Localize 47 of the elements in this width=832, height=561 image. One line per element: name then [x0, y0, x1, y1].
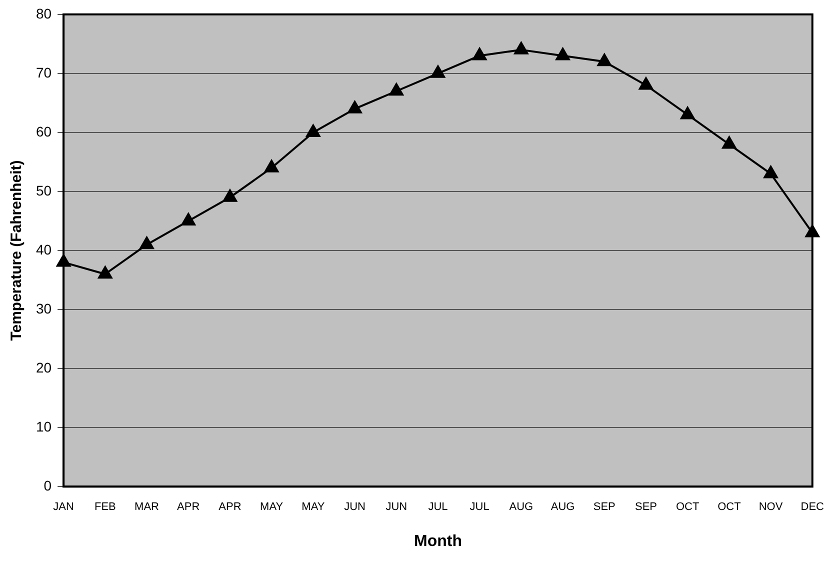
x-tick-label: AUG [550, 501, 575, 514]
x-tick-label: OCT [718, 501, 742, 514]
x-tick-label: AUG [509, 501, 534, 514]
y-tick-label: 60 [36, 123, 52, 140]
x-tick-label: NOV [758, 501, 784, 514]
y-axis-title: Temperature (Fahrenheit) [8, 160, 26, 341]
y-tick-label: 70 [36, 64, 52, 80]
point [764, 166, 778, 178]
x-tick-label: JUN [344, 501, 366, 514]
x-tick-label: APR [177, 501, 200, 514]
point [514, 42, 528, 54]
point [306, 124, 320, 137]
x-tick-label: SEP [634, 501, 657, 514]
x-tick-label: JUN [386, 501, 408, 514]
point [98, 266, 112, 279]
point [181, 212, 196, 226]
y-tick-label: 40 [36, 241, 52, 258]
x-tick-label: MAR [134, 501, 160, 514]
y-tick-label: 30 [36, 300, 52, 316]
point [638, 77, 654, 90]
point [348, 100, 362, 114]
x-tick-label: DEC [800, 501, 824, 514]
x-tick-label: JUL [428, 501, 448, 514]
y-tick-label: 0 [44, 477, 52, 494]
y-tick-label: 50 [36, 182, 52, 198]
point [680, 106, 695, 120]
x-tick-label: JUL [470, 501, 490, 514]
y-tick-label: 10 [36, 418, 52, 434]
x-axis-title: Month [414, 532, 462, 550]
y-tick-label: 20 [36, 359, 52, 376]
point [722, 136, 736, 149]
point [140, 236, 154, 250]
point [264, 160, 279, 172]
point [556, 48, 570, 60]
x-tick-label: FEB [94, 501, 116, 514]
x-tick-label: OCT [676, 501, 700, 514]
x-tick-label: MAY [260, 501, 284, 514]
point [222, 189, 238, 202]
x-tick-label: SEP [593, 501, 616, 514]
point [472, 48, 487, 60]
x-tick-label: MAY [302, 501, 326, 514]
point [389, 83, 404, 96]
x-tick-label: APR [218, 501, 242, 514]
y-tick-label: 80 [36, 5, 52, 22]
point [597, 54, 612, 66]
x-tick-label: JAN [53, 501, 74, 514]
point [430, 65, 446, 78]
